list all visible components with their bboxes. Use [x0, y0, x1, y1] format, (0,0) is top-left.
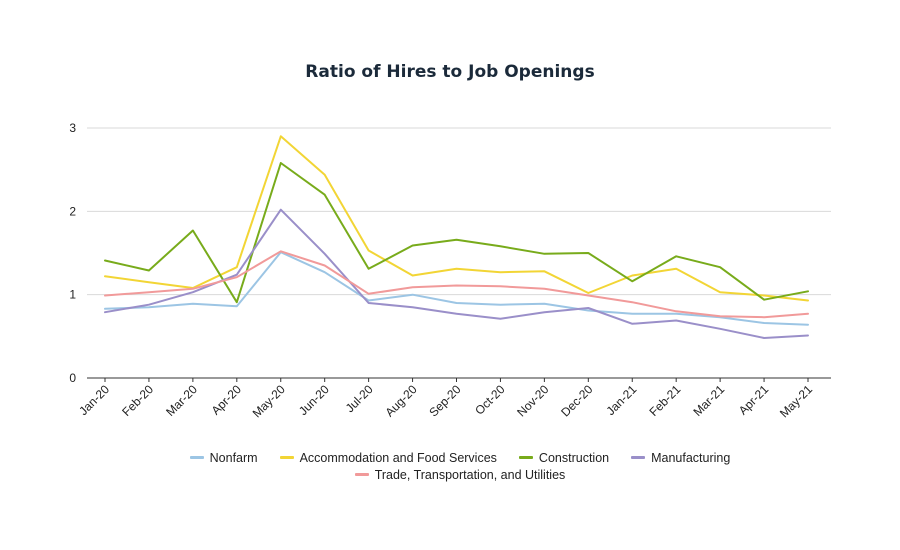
x-tick-label: Jul-20 [343, 382, 376, 415]
x-tick-label: Aug-20 [382, 382, 419, 419]
legend-label: Nonfarm [209, 450, 258, 465]
x-tick-label: Oct-20 [472, 382, 508, 418]
x-tick-label: Jan-20 [76, 382, 112, 418]
y-tick-label: 0 [69, 371, 76, 385]
series-line [104, 251, 809, 326]
series-line [104, 135, 809, 302]
x-tick-label: Apr-21 [736, 382, 772, 418]
y-tick-label: 1 [69, 288, 76, 302]
legend-item: Accommodation and Food Services [279, 450, 497, 465]
x-tick-label: Feb-21 [647, 382, 684, 419]
x-tick-label: Nov-20 [514, 382, 551, 419]
legend-item: Construction [518, 450, 610, 465]
gridlines [87, 127, 831, 296]
x-tick-label: Mar-21 [690, 382, 727, 419]
x-tick-label: May-20 [250, 382, 288, 420]
x-tick-label: Sep-20 [426, 382, 463, 419]
series-line [104, 162, 809, 304]
legend-label: Manufacturing [651, 450, 731, 465]
series-lines [104, 135, 809, 339]
x-tick-label: Feb-20 [119, 382, 156, 419]
x-tick-label: Jan-21 [604, 382, 640, 418]
x-tick-label: Jun-20 [296, 382, 332, 418]
x-tick-label: Apr-20 [209, 382, 245, 418]
legend: Nonfarm Accommodation and Food Services Co… [90, 449, 830, 483]
series-line [104, 250, 809, 319]
legend-swatch [631, 456, 646, 459]
legend-item: Trade, Transportation, and Utilities [354, 467, 566, 482]
legend-swatch [189, 456, 204, 459]
legend-swatch [354, 473, 369, 476]
legend-swatch [279, 456, 294, 459]
legend-item: Manufacturing [631, 451, 730, 465]
legend-item: Nonfarm [189, 450, 258, 465]
legend-row: Trade, Transportation, and Utilities [90, 466, 830, 483]
x-tick-label: May-21 [777, 382, 815, 420]
x-tick-label: Mar-20 [163, 382, 200, 419]
legend-swatch [518, 456, 533, 459]
chart-title: Ratio of Hires to Job Openings [305, 62, 595, 82]
y-tick-label: 2 [69, 204, 76, 218]
legend-label: Trade, Transportation, and Utilities [374, 467, 566, 482]
y-tick-label: 3 [69, 121, 76, 135]
series-line [104, 208, 809, 339]
legend-label: Construction [538, 450, 610, 465]
legend-label: Accommodation and Food Services [299, 450, 497, 465]
legend-row: Nonfarm Accommodation and Food Services Co… [90, 449, 830, 466]
x-tick-label: Dec-20 [558, 382, 595, 419]
